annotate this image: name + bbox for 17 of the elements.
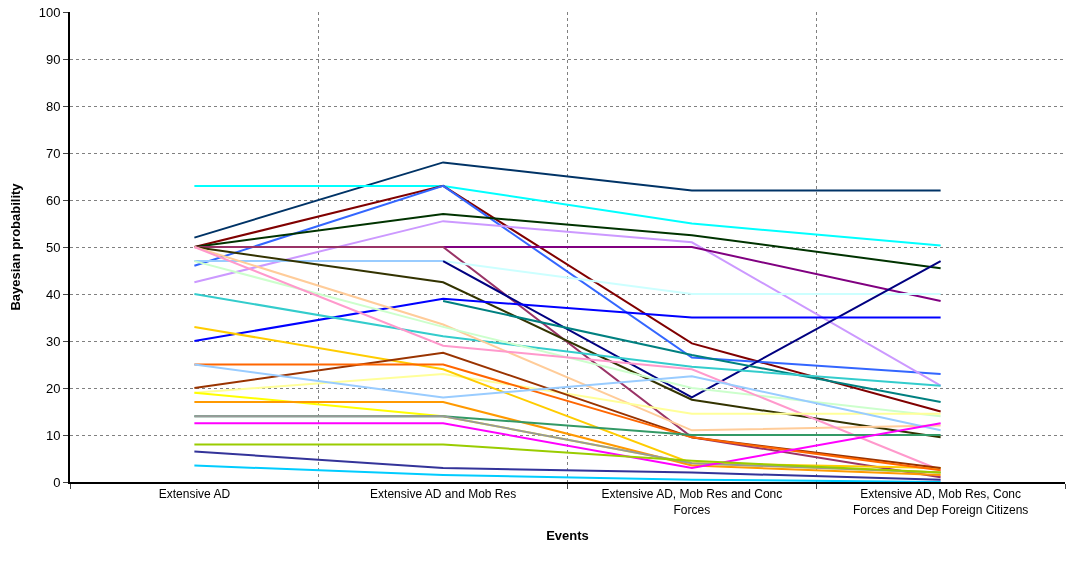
y-tick-label: 90 xyxy=(45,51,61,67)
x-tick-label: Extensive AD and Mob Res xyxy=(370,487,517,502)
y-tick-label: 80 xyxy=(45,98,61,114)
y-tick-label: 0 xyxy=(53,474,61,490)
y-tick-label: 60 xyxy=(45,192,61,208)
x-axis-title: Events xyxy=(546,528,589,544)
x-tick-label: Extensive AD, Mob Res, Conc Forces and Dep Foreign Citizens xyxy=(852,487,1029,517)
y-tick-label: 40 xyxy=(45,286,61,302)
y-tick-label: 100 xyxy=(38,4,61,20)
x-tick-label: Extensive AD xyxy=(158,487,231,502)
y-tick-label: 70 xyxy=(45,145,61,161)
y-tick-label: 30 xyxy=(45,333,61,349)
y-tick-label: 10 xyxy=(45,427,61,443)
y-tick-label: 50 xyxy=(45,239,61,255)
y-axis-title: Bayesian probability xyxy=(8,182,24,311)
y-tick-label: 20 xyxy=(45,380,61,396)
x-tick-label: Extensive AD, Mob Res and Conc Forces xyxy=(601,487,783,517)
